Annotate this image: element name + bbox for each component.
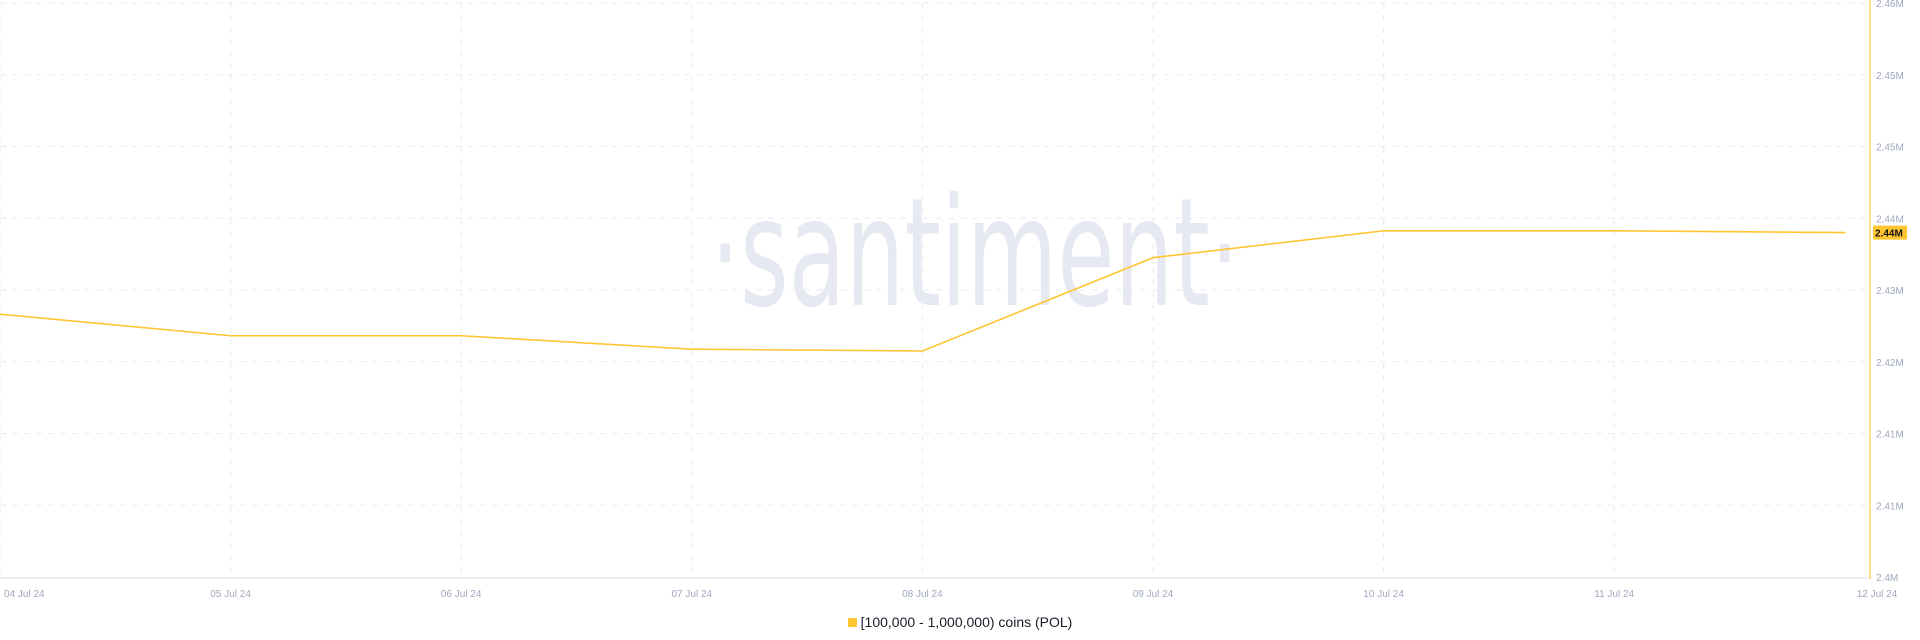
x-tick-label: 05 Jul 24 [210,589,251,600]
santiment-watermark: ·santiment· [711,167,1240,341]
legend-swatch [847,617,857,627]
data-point [0,313,1,316]
last-value-tag [1873,225,1907,240]
y-tick-label: 2.44M [1876,214,1904,225]
series [0,230,1846,352]
watermark-text: ·santiment· [711,167,1240,341]
data-point [460,334,463,337]
y-tick-label: 2.46M [1876,0,1904,10]
y-tick-label: 2.42M [1876,358,1904,369]
data-point [1844,231,1846,234]
data-point [921,350,924,352]
data-point [229,334,232,337]
x-tick-label: 10 Jul 24 [1363,589,1404,600]
x-tick-label: 06 Jul 24 [441,589,482,600]
x-tick-label: 11 Jul 24 [1594,589,1634,600]
x-tick-label: 12 Jul 24 [1857,589,1898,600]
y-tick-label: 2.41M [1876,430,1904,441]
legend-label: [100,000 - 1,000,000) coins (POL) [860,614,1073,630]
data-point [1613,230,1615,232]
data-point [1382,230,1385,232]
y-axis: 2.4M 2.41M 2.41M 2.42M 2.43M 2.44M 2.45M 2.45M 2… [1869,0,1907,584]
y-tick-label: 2.43M [1876,286,1904,297]
legend[interactable]: [100,000 - 1,000,000) coins (POL) [0,614,1920,630]
y-tick-label: 2.45M [1876,71,1904,82]
y-tick-label: 2.41M [1876,501,1904,512]
x-tick-label: 07 Jul 24 [672,589,713,600]
data-point [1152,256,1154,259]
y-tick-label: 2.45M [1876,143,1904,154]
last-value-label: 2.44M [1875,229,1903,240]
x-tick-label: 04 Jul 24 [4,589,45,600]
y-tick-label: 2.4M [1876,573,1898,584]
x-tick-label: 08 Jul 24 [902,589,943,600]
data-point [691,348,693,350]
x-tick-label: 09 Jul 24 [1133,589,1174,600]
x-axis: 04 Jul 24 05 Jul 24 06 Jul 24 07 Jul 24 08 J… [0,577,1898,600]
